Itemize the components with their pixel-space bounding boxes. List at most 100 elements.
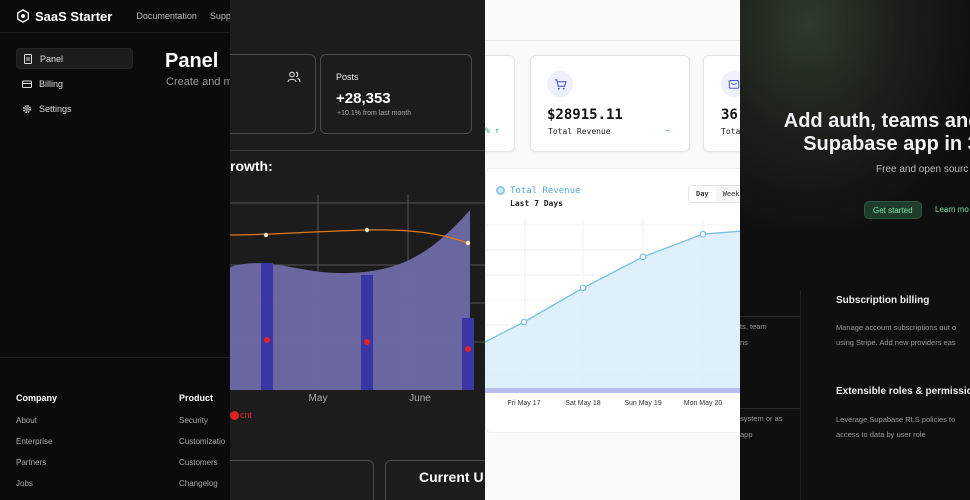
feature-text-fragment: app (740, 430, 753, 439)
feature-desc-billing: Manage account subscriptions out o using… (836, 320, 956, 350)
feature-title-billing: Subscription billing (836, 295, 930, 306)
x-tick-label: Fri May 17 (507, 400, 540, 407)
hero-title: Add auth, teams and b Supabase app in 3 (761, 110, 970, 156)
footer: Company About Enterprise Partners Jobs P… (0, 357, 230, 500)
brand-name: SaaS Starter (35, 8, 113, 24)
page-title: Panel (165, 50, 219, 72)
gear-icon (22, 104, 32, 113)
footer-heading: Company (16, 393, 58, 403)
logo-icon (17, 9, 29, 23)
footer-link-security[interactable]: Security (179, 416, 208, 425)
line-series (485, 230, 740, 343)
range-week-button[interactable]: Week (722, 190, 740, 198)
line-point (465, 240, 471, 246)
area-fill (485, 231, 740, 390)
stat-value-right: 36 (721, 107, 738, 123)
posts-label: Posts (336, 72, 359, 82)
footer-link-partners[interactable]: Partners (16, 458, 47, 467)
sidebar: Panel Billing Settings (0, 33, 150, 357)
footer-heading: Product (179, 393, 214, 403)
x-tick-label: June (409, 393, 431, 404)
series-period: Last 7 Days (510, 199, 563, 208)
revenue-chart: Fri May 17 Sat May 18 Sun May 19 Mon May 20 (485, 220, 740, 407)
footer-link-customization[interactable]: Customizatio (179, 437, 226, 446)
posts-delta: +10.1% from last month (337, 110, 412, 117)
feature-desc-line: using Stripe. Add new providers eas (836, 338, 956, 347)
line-point (364, 227, 370, 233)
shopping-cart-icon (554, 78, 566, 90)
top-nav-bar: SaaS Starter Documentation Suppor (0, 0, 230, 33)
feature-desc-roles: Leverage Supabase RLS policies to access… (836, 412, 955, 442)
feature-text-fragment: ns (740, 338, 748, 347)
feature-desc-line: access to data by user role (836, 430, 926, 439)
range-day-button[interactable]: Day (689, 186, 716, 202)
legend-label[interactable]: cnt (240, 410, 253, 420)
bottom-card-left (230, 460, 374, 500)
box-icon-badge (721, 71, 740, 97)
x-tick-label: Sat May 18 (565, 400, 601, 407)
users-card (230, 54, 316, 134)
chart-bar (261, 263, 273, 390)
x-axis-band (485, 388, 740, 393)
sidebar-item-panel[interactable]: Panel (16, 48, 133, 69)
footer-column-company: Company About Enterprise Partners Jobs (16, 393, 57, 500)
chart-title: rowth: (230, 158, 273, 174)
range-toggle: Day Week (688, 185, 740, 203)
revenue-value: $28915.11 (547, 107, 623, 123)
box-icon (728, 80, 740, 89)
bottom-card-right (385, 460, 485, 500)
feature-divider (800, 290, 801, 500)
footer-column-product: Product Security Customizatio Customers … (179, 393, 225, 500)
data-point (465, 346, 471, 352)
x-tick-label: Sun May 19 (624, 400, 661, 407)
series-marker-icon (496, 186, 505, 195)
document-icon (24, 53, 32, 64)
footer-link-customers[interactable]: Customers (179, 458, 218, 467)
credit-card-icon (22, 80, 32, 88)
growth-chart: May June (230, 195, 485, 404)
sidebar-item-billing[interactable]: Billing (16, 73, 133, 94)
sidebar-item-settings[interactable]: Settings (16, 98, 133, 119)
chart-bar (462, 318, 474, 390)
dark-dashboard-panel: Posts +28,353 +10.1% from last month row… (230, 0, 485, 500)
series-name: Total Revenue (510, 186, 581, 196)
sidebar-item-label: Billing (39, 78, 64, 89)
chart-bar (361, 275, 373, 390)
footer-link-changelog[interactable]: Changelog (179, 479, 218, 488)
x-tick-label: Mon May 20 (684, 400, 723, 407)
stat-card-right (703, 55, 740, 152)
feature-separator (740, 408, 800, 409)
footer-link-about[interactable]: About (16, 416, 37, 425)
data-point (364, 339, 370, 345)
learn-more-link[interactable]: Learn mo (935, 205, 969, 214)
hero-subtitle: Free and open sourc (876, 164, 969, 175)
stat-card-left (485, 55, 515, 152)
revenue-card (530, 55, 690, 152)
footer-link-jobs[interactable]: Jobs (16, 479, 33, 488)
brand-logo[interactable]: SaaS Starter (16, 9, 112, 24)
posts-card (320, 54, 472, 134)
current-users-title: Current U (419, 469, 484, 485)
stat-label-right: Tota (721, 127, 740, 136)
area-series (230, 210, 470, 390)
feature-text-fragment: ts, team (740, 322, 767, 331)
stat-trend-left: % ↑ (485, 126, 500, 135)
x-tick-label: May (309, 393, 328, 404)
saas-starter-panel: SaaS Starter Documentation Suppor Panel … (0, 0, 230, 500)
feature-title-roles: Extensible roles & permissio (836, 386, 970, 397)
posts-value: +28,353 (336, 90, 391, 107)
hero-title-line-1: Add auth, teams and b (783, 110, 970, 132)
nav-documentation[interactable]: Documentation (136, 11, 197, 21)
footer-link-enterprise[interactable]: Enterprise (16, 437, 53, 446)
line-point (263, 232, 269, 238)
get-started-button[interactable]: Get started (864, 201, 922, 219)
data-point (639, 253, 647, 261)
data-point (579, 284, 587, 292)
revenue-label: Total Revenue (548, 127, 611, 136)
sidebar-item-label: Panel (40, 53, 64, 64)
hero-title-line-2: Supabase app in 3 (803, 133, 970, 155)
page-subtitle: Create and m (166, 76, 230, 88)
nav-support[interactable]: Suppor (209, 11, 230, 21)
data-point (699, 230, 707, 238)
supabase-landing-panel: Add auth, teams and b Supabase app in 3 … (740, 0, 970, 500)
